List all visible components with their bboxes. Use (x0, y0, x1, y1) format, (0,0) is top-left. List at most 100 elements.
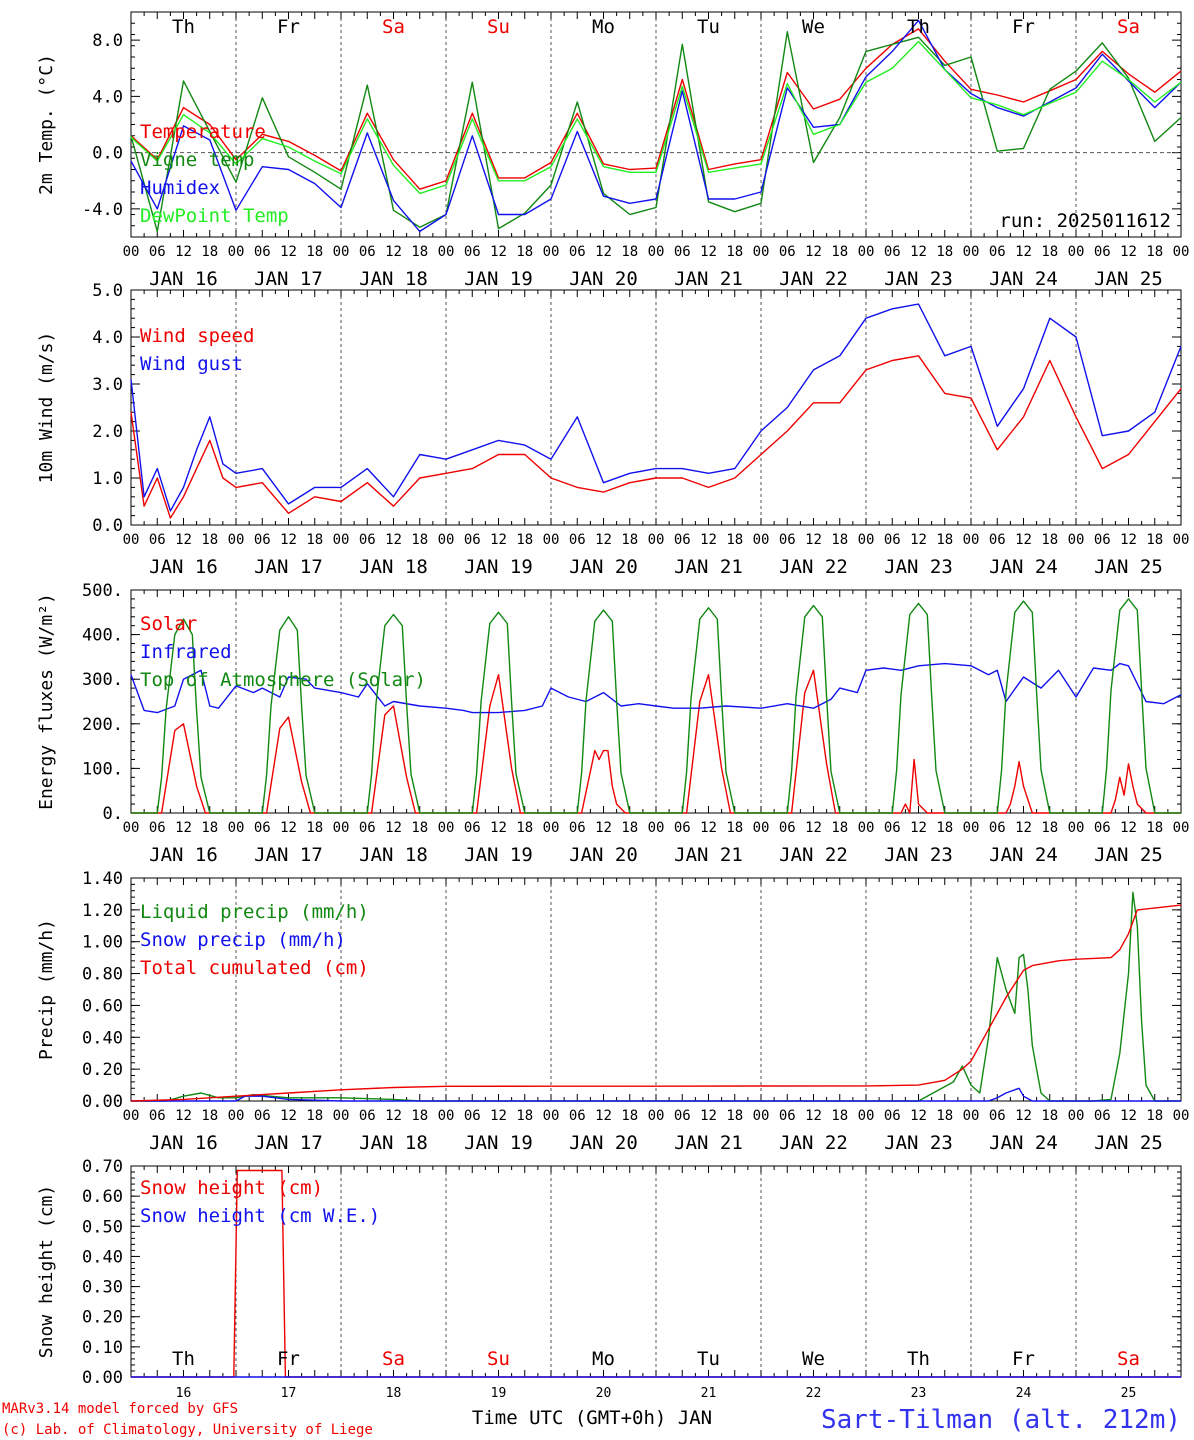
hour-tick-label: 12 (1015, 244, 1032, 260)
hour-tick-label: 12 (910, 820, 927, 836)
hour-tick-label: 18 (936, 244, 953, 260)
y-tick-label: 0.0 (92, 516, 123, 536)
day-name: Mo (592, 1348, 615, 1370)
date-label: JAN 22 (779, 268, 848, 290)
date-label: JAN 25 (1094, 844, 1163, 866)
hour-tick-label: 06 (1094, 1108, 1111, 1124)
hour-tick-label: 18 (831, 820, 848, 836)
hour-tick-label: 00 (228, 820, 245, 836)
hour-tick-label: 06 (569, 820, 586, 836)
legend-entry: Wind gust (140, 353, 243, 375)
hour-tick-label: 18 (516, 244, 533, 260)
legend-entry: Liquid precip (mm/h) (140, 901, 369, 923)
hour-tick-label: 18 (411, 820, 428, 836)
legend-entry: Humidex (140, 177, 220, 199)
hour-tick-label: 12 (175, 532, 192, 548)
hour-tick-label: 12 (1120, 244, 1137, 260)
hour-tick-label: 06 (254, 244, 271, 260)
hour-tick-label: 00 (1173, 532, 1190, 548)
hour-tick-label: 12 (280, 820, 297, 836)
hour-tick-label: 06 (779, 1108, 796, 1124)
hour-tick-label: 18 (306, 820, 323, 836)
hour-tick-label: 00 (228, 532, 245, 548)
day-name: Sa (1117, 1348, 1140, 1370)
hour-tick-label: 18 (936, 1108, 953, 1124)
hour-tick-label: 18 (201, 820, 218, 836)
hour-tick-label: 12 (805, 820, 822, 836)
hour-tick-label: 00 (438, 1108, 455, 1124)
plot-frame (130, 589, 1182, 814)
day-number-label: 19 (491, 1386, 507, 1401)
date-label: JAN 21 (674, 268, 743, 290)
hour-tick-label: 12 (490, 1108, 507, 1124)
panel-snow: 0.00 0.10 0.20 0.30 0.40 0.50 0.60 0.70 Snow hei… (36, 1157, 1182, 1401)
date-label: JAN 24 (989, 268, 1058, 290)
day-name: Sa (382, 16, 405, 38)
day-name: Th (907, 1348, 930, 1370)
hour-tick-label: 00 (648, 532, 665, 548)
credits-line-2: (c) Lab. of Climatology, University of L… (2, 1422, 373, 1438)
day-name: Su (487, 1348, 510, 1370)
date-label: JAN 22 (779, 556, 848, 578)
date-label: JAN 25 (1094, 268, 1163, 290)
hour-tick-label: 12 (1120, 532, 1137, 548)
hour-tick-label: 12 (175, 1108, 192, 1124)
hour-tick-label: 12 (595, 820, 612, 836)
date-label: JAN 21 (674, 556, 743, 578)
hour-tick-label: 06 (149, 820, 166, 836)
hour-tick-label: 00 (858, 532, 875, 548)
series-line-wind-1 (130, 303, 1182, 512)
hour-tick-label: 06 (464, 532, 481, 548)
station-name: Sart-Tilman (alt. 212m) (821, 1405, 1181, 1435)
y-axis-label: Snow height (cm) (36, 1185, 57, 1358)
day-name: Mo (592, 16, 615, 38)
hour-tick-label: 00 (753, 820, 770, 836)
day-name: Th (172, 16, 195, 38)
hour-tick-label: 06 (779, 820, 796, 836)
x-axis-label: Time UTC (GMT+0h) JAN (472, 1407, 712, 1429)
legend-entry: Snow height (cm) (140, 1177, 323, 1199)
hour-tick-label: 06 (989, 1108, 1006, 1124)
date-label: JAN 20 (569, 268, 638, 290)
hour-tick-label: 00 (228, 1108, 245, 1124)
date-label: JAN 23 (884, 1132, 953, 1154)
y-tick-label: 300. (82, 670, 123, 690)
hour-tick-label: 12 (910, 1108, 927, 1124)
y-tick-label: 0.80 (82, 965, 123, 985)
hour-tick-label: 06 (254, 1108, 271, 1124)
hour-tick-label: 00 (438, 820, 455, 836)
hour-tick-label: 12 (595, 532, 612, 548)
y-tick-label: 0. (103, 804, 123, 824)
hour-tick-label: 18 (306, 532, 323, 548)
hour-tick-label: 12 (490, 532, 507, 548)
day-name: Fr (277, 16, 300, 38)
hour-tick-label: 00 (753, 1108, 770, 1124)
y-tick-label: 0.50 (82, 1217, 123, 1237)
hour-tick-label: 12 (280, 1108, 297, 1124)
hour-tick-label: 18 (726, 532, 743, 548)
date-label: JAN 17 (254, 1132, 323, 1154)
hour-tick-label: 00 (543, 532, 560, 548)
y-axis-label: 2m Temp. (°C) (36, 54, 57, 195)
y-tick-label: 0.60 (82, 996, 123, 1016)
hour-tick-label: 18 (306, 244, 323, 260)
day-name: We (802, 1348, 825, 1370)
day-name: Su (487, 16, 510, 38)
series-line-temp-3 (130, 40, 1182, 195)
hour-tick-label: 18 (516, 820, 533, 836)
hour-tick-label: 12 (490, 244, 507, 260)
hour-tick-label: 06 (989, 532, 1006, 548)
hour-tick-label: 12 (805, 1108, 822, 1124)
y-tick-label: 0.20 (82, 1308, 123, 1328)
day-name: Tu (697, 16, 720, 38)
hour-tick-label: 06 (464, 820, 481, 836)
y-tick-label: 0.10 (82, 1338, 123, 1358)
panel-precip: 0.00 0.20 0.40 0.60 0.80 1.00 1.20 1.40 Precip (… (36, 869, 1189, 1154)
day-number-label: 22 (806, 1386, 822, 1401)
hour-tick-label: 00 (858, 820, 875, 836)
day-name: We (802, 16, 825, 38)
hour-tick-label: 18 (1041, 244, 1058, 260)
y-tick-label: 5.0 (92, 281, 123, 301)
hour-tick-label: 00 (123, 532, 140, 548)
hour-tick-label: 00 (1173, 820, 1190, 836)
